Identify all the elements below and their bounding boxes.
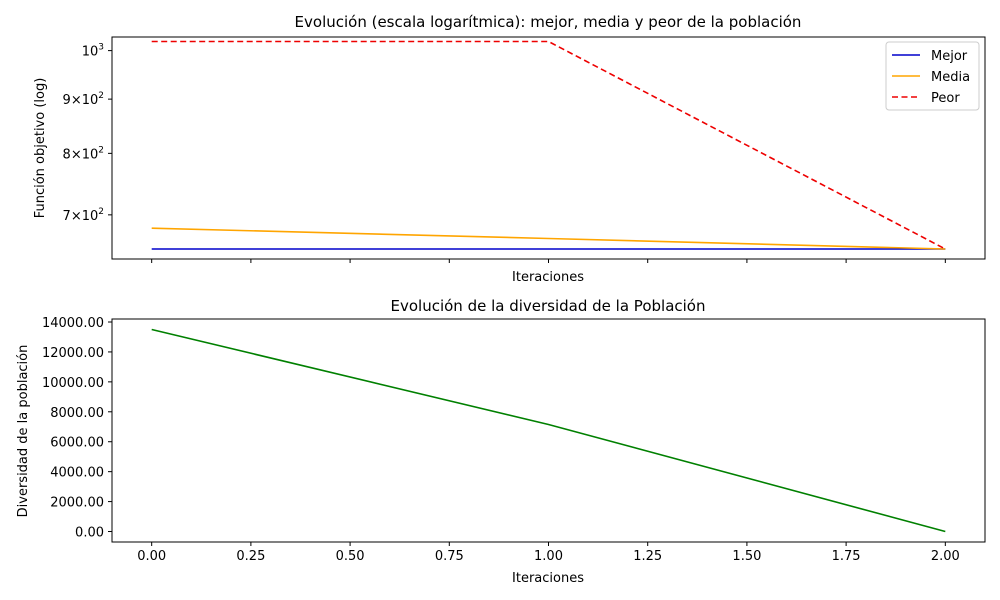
x-tick-label: 1.75 (832, 549, 861, 564)
bottom-chart-series (151, 328, 946, 533)
bottom-chart-x-label: Iteraciones (512, 571, 584, 586)
series-line-media (151, 227, 946, 250)
y-tick-label: 2000.00 (50, 496, 104, 511)
bottom-chart-title: Evolución de la diversidad de la Poblaci… (391, 297, 706, 315)
top-chart-y-ticks: 7×102 8×102 9×102 103 (63, 43, 112, 224)
bottom-chart: Evolución de la diversidad de la Poblaci… (16, 297, 986, 586)
x-tick-label: 0.25 (236, 549, 265, 564)
y-tick-label: 103 (82, 43, 104, 60)
top-chart-title: Evolución (escala logarítmica): mejor, m… (295, 13, 802, 31)
bottom-chart-x-ticks: 0.00 0.25 0.50 0.75 1.00 1.25 1.50 1.75 2.00 (137, 542, 960, 564)
x-tick-label: 1.00 (534, 549, 563, 564)
y-tick-label: 12000.00 (42, 346, 104, 361)
series-line-peor (151, 40, 946, 250)
top-chart-series (151, 40, 946, 250)
y-tick-label: 6000.00 (50, 436, 104, 451)
legend-box (885, 41, 980, 111)
top-chart-y-label: Función objetivo (log) (33, 78, 48, 219)
y-tick-label: 9×102 (63, 91, 104, 108)
y-tick-label: 4000.00 (50, 466, 104, 481)
legend-label-mejor: Mejor (931, 49, 968, 64)
y-tick-label: 10000.00 (42, 376, 104, 391)
legend-label-media: Media (931, 70, 970, 85)
top-chart-x-ticks (151, 259, 946, 263)
y-tick-label: 8×102 (63, 145, 104, 162)
y-tick-label: 8000.00 (50, 406, 104, 421)
top-chart-frame (111, 36, 986, 260)
x-tick-label: 0.75 (435, 549, 464, 564)
y-tick-label: 0.00 (75, 526, 104, 541)
x-tick-label: 0.50 (336, 549, 365, 564)
x-tick-label: 2.00 (931, 549, 960, 564)
x-tick-label: 1.50 (732, 549, 761, 564)
x-tick-label: 0.00 (137, 549, 166, 564)
bottom-chart-y-label: Diversidad de la población (16, 345, 31, 518)
top-chart-x-label: Iteraciones (512, 270, 584, 285)
top-chart-legend: Mejor Media Peor (885, 41, 980, 111)
y-tick-label: 7×102 (63, 207, 104, 224)
legend-label-peor: Peor (931, 91, 960, 106)
series-line-diversity (151, 328, 946, 533)
top-chart: Evolución (escala logarítmica): mejor, m… (33, 13, 986, 285)
y-tick-label: 14000.00 (42, 316, 104, 331)
bottom-chart-frame (111, 318, 986, 543)
x-tick-label: 1.25 (633, 549, 662, 564)
bottom-chart-y-ticks: 0.00 2000.00 4000.00 6000.00 8000.00 10000.00… (42, 316, 112, 541)
